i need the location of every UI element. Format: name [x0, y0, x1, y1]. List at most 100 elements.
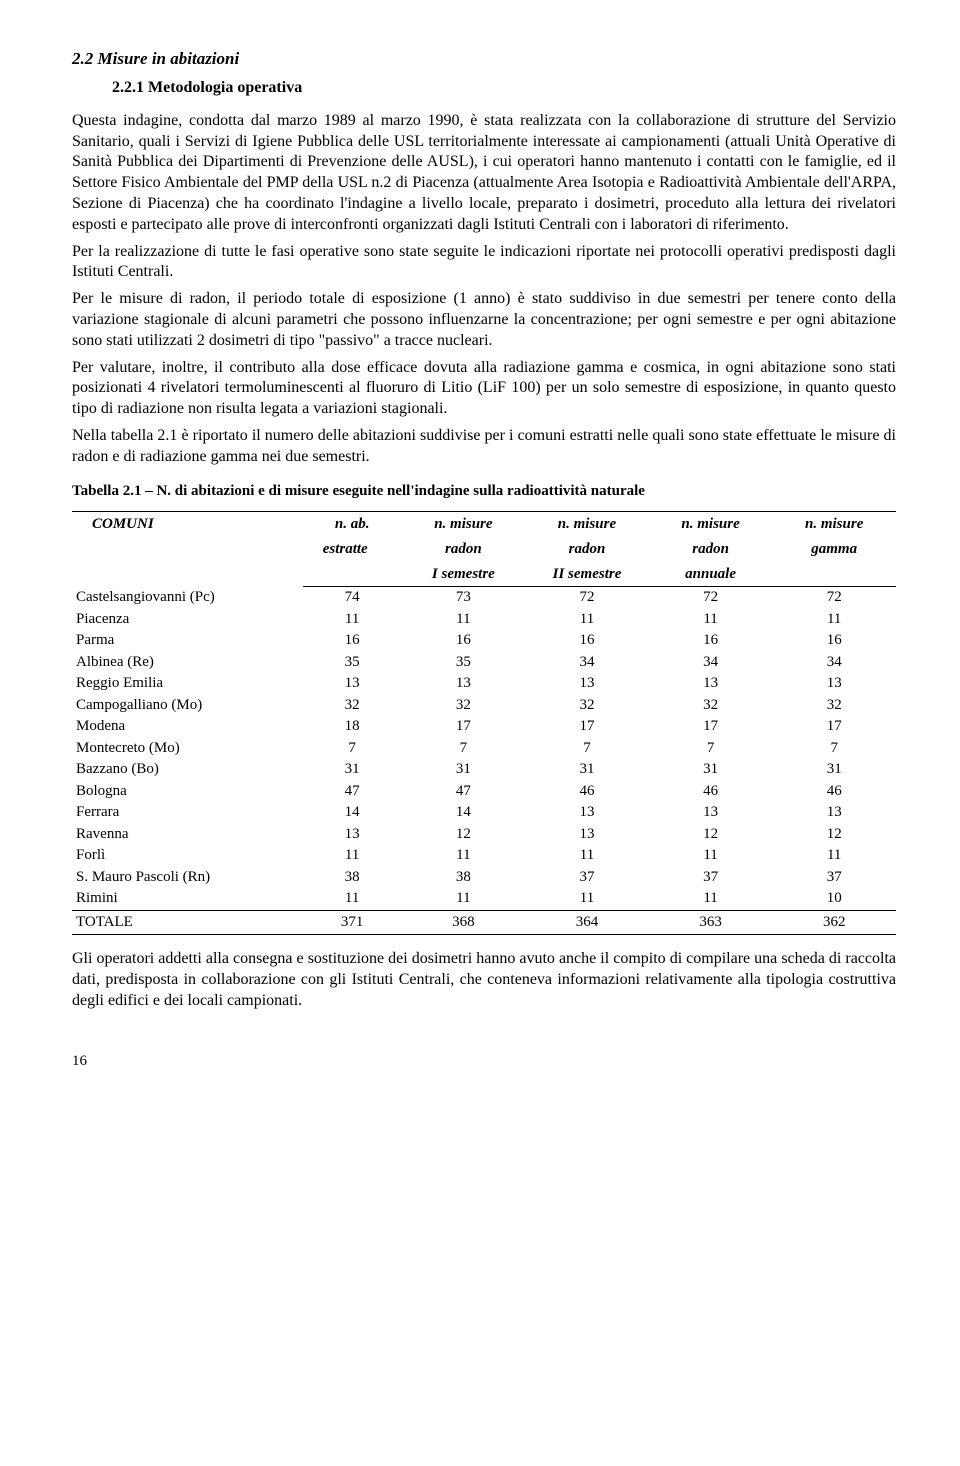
cell-value: 16: [772, 630, 896, 652]
cell-value: 32: [303, 695, 402, 717]
cell-value: 35: [303, 652, 402, 674]
cell-value: 7: [525, 738, 649, 760]
cell-value: 13: [649, 673, 773, 695]
cell-value: 72: [772, 587, 896, 609]
paragraph: Questa indagine, condotta dal marzo 1989…: [72, 111, 896, 236]
col-header: n. misure: [402, 512, 526, 537]
cell-value: 34: [649, 652, 773, 674]
page-number: 16: [72, 1052, 896, 1072]
cell-value: 7: [303, 738, 402, 760]
cell-comune: Rimini: [72, 888, 303, 910]
cell-value: 11: [303, 845, 402, 867]
cell-value: 11: [772, 845, 896, 867]
cell-comune: Reggio Emilia: [72, 673, 303, 695]
cell-value: 13: [772, 673, 896, 695]
cell-value: 13: [402, 673, 526, 695]
paragraph: Gli operatori addetti alla consegna e so…: [72, 949, 896, 1011]
cell-value: 37: [525, 867, 649, 889]
cell-value: 12: [649, 824, 773, 846]
cell-value: 12: [402, 824, 526, 846]
cell-value: 11: [525, 845, 649, 867]
cell-value: 32: [772, 695, 896, 717]
cell-value: 11: [402, 845, 526, 867]
table-row: Piacenza1111111111: [72, 609, 896, 631]
cell-comune: Albinea (Re): [72, 652, 303, 674]
col-header: annuale: [649, 562, 773, 587]
cell-value: 17: [772, 716, 896, 738]
table-row: Bazzano (Bo)3131313131: [72, 759, 896, 781]
cell-comune: Piacenza: [72, 609, 303, 631]
col-header: I semestre: [402, 562, 526, 587]
cell-value: 72: [649, 587, 773, 609]
cell-value: 34: [772, 652, 896, 674]
cell-value: 17: [525, 716, 649, 738]
col-header: II semestre: [525, 562, 649, 587]
cell-value: 46: [649, 781, 773, 803]
cell-value: 18: [303, 716, 402, 738]
col-header: COMUNI: [72, 512, 303, 587]
cell-value: 11: [402, 609, 526, 631]
cell-value: 11: [772, 609, 896, 631]
cell-value: 12: [772, 824, 896, 846]
cell-comune: Montecreto (Mo): [72, 738, 303, 760]
cell-value: 11: [525, 888, 649, 910]
table-row: S. Mauro Pascoli (Rn)3838373737: [72, 867, 896, 889]
cell-value: 13: [303, 673, 402, 695]
cell-value: 72: [525, 587, 649, 609]
table-row: Rimini1111111110: [72, 888, 896, 910]
table-row: Castelsangiovanni (Pc)7473727272: [72, 587, 896, 609]
cell-comune: Bologna: [72, 781, 303, 803]
cell-value: 31: [402, 759, 526, 781]
section-heading: 2.2 Misure in abitazioni: [72, 48, 896, 70]
cell-value: 31: [649, 759, 773, 781]
cell-value: 13: [649, 802, 773, 824]
cell-value: 31: [303, 759, 402, 781]
cell-value: 11: [303, 609, 402, 631]
data-table: COMUNI n. ab. n. misure n. misure n. mis…: [72, 511, 896, 935]
cell-value: 11: [649, 888, 773, 910]
cell-value: 74: [303, 587, 402, 609]
table-row: Modena1817171717: [72, 716, 896, 738]
cell-value: 16: [303, 630, 402, 652]
table-row: Parma1616161616: [72, 630, 896, 652]
cell-value: 16: [525, 630, 649, 652]
cell-value: 47: [402, 781, 526, 803]
col-header: n. ab.: [303, 512, 402, 537]
cell-value: 17: [649, 716, 773, 738]
cell-value: 11: [525, 609, 649, 631]
cell-value: 32: [525, 695, 649, 717]
col-header: n. misure: [649, 512, 773, 537]
cell-comune: S. Mauro Pascoli (Rn): [72, 867, 303, 889]
cell-value: 32: [649, 695, 773, 717]
table-row-total: TOTALE371368364363362: [72, 910, 896, 935]
cell-value: 37: [772, 867, 896, 889]
cell-value: 7: [649, 738, 773, 760]
col-header: radon: [649, 537, 773, 562]
cell-value: 13: [525, 673, 649, 695]
cell-value: 7: [772, 738, 896, 760]
cell-comune: Modena: [72, 716, 303, 738]
cell-value: 364: [525, 910, 649, 935]
cell-value: 10: [772, 888, 896, 910]
cell-value: 13: [772, 802, 896, 824]
cell-value: 46: [525, 781, 649, 803]
cell-comune: Campogalliano (Mo): [72, 695, 303, 717]
cell-comune: Ferrara: [72, 802, 303, 824]
cell-value: 362: [772, 910, 896, 935]
paragraph: Per la realizzazione di tutte le fasi op…: [72, 242, 896, 284]
cell-value: 32: [402, 695, 526, 717]
cell-value: 11: [649, 609, 773, 631]
cell-value: 11: [402, 888, 526, 910]
cell-value: 34: [525, 652, 649, 674]
cell-value: 368: [402, 910, 526, 935]
subsection-heading: 2.2.1 Metodologia operativa: [112, 78, 896, 99]
table-row: Ferrara1414131313: [72, 802, 896, 824]
cell-value: 38: [402, 867, 526, 889]
cell-value: 17: [402, 716, 526, 738]
cell-value: 16: [402, 630, 526, 652]
table-row: Montecreto (Mo)77777: [72, 738, 896, 760]
paragraph: Per le misure di radon, il periodo total…: [72, 289, 896, 351]
cell-comune: TOTALE: [72, 910, 303, 935]
paragraph: Nella tabella 2.1 è riportato il numero …: [72, 426, 896, 468]
table-row: Campogalliano (Mo)3232323232: [72, 695, 896, 717]
